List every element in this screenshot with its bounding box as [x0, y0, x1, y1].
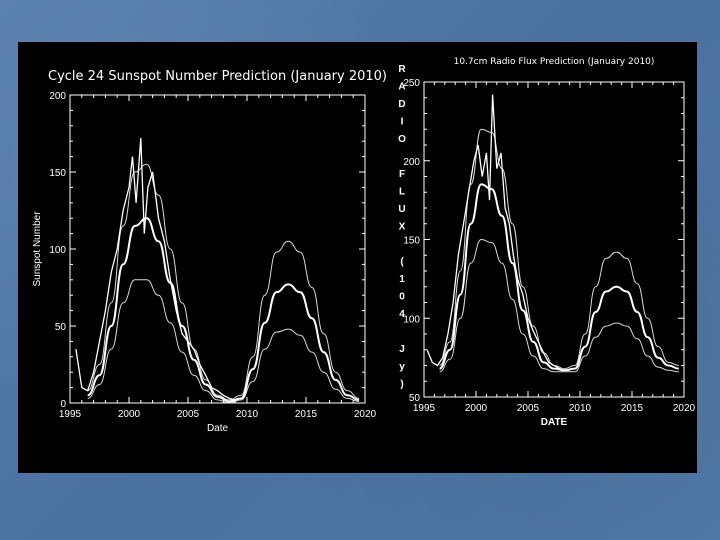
- slide-black-panel: Cycle 24 Sunspot Number Prediction (Janu…: [18, 42, 697, 473]
- chart-1-series-predicted-upper: [439, 128, 679, 370]
- chart-1-y-axis-label-char: J: [399, 344, 405, 355]
- chart-0-x-tick-label: 2015: [295, 409, 318, 420]
- chart-0-x-axis-label: Date: [207, 423, 229, 434]
- chart-0-x-tick-label: 2020: [354, 409, 377, 420]
- chart-1-y-tick-label: 100: [403, 314, 420, 325]
- chart-0-title: Cycle 24 Sunspot Number Prediction (Janu…: [48, 69, 387, 84]
- chart-1-y-axis-label-char: F: [399, 169, 405, 180]
- chart-0-y-tick-label: 0: [60, 399, 66, 410]
- sunspot-chart: Cycle 24 Sunspot Number Prediction (Janu…: [32, 69, 387, 434]
- chart-1-y-axis-label-char: D: [398, 99, 405, 110]
- chart-0-x-tick-label: 2010: [236, 409, 259, 420]
- chart-1-y-axis-label-char: X: [399, 222, 406, 233]
- chart-0-y-tick-label: 200: [49, 91, 66, 102]
- chart-1-y-axis-label-char: O: [398, 134, 406, 145]
- chart-1-x-tick-label: 2000: [465, 403, 488, 414]
- chart-1-y-tick-label: 250: [403, 78, 420, 89]
- chart-0-x-tick-label: 2000: [118, 409, 141, 420]
- chart-1-x-tick-label: 2015: [621, 403, 644, 414]
- chart-1-y-axis-label-char: ): [400, 379, 403, 390]
- chart-1-series-predicted-mid: [439, 183, 679, 372]
- chart-0-y-tick-label: 100: [49, 245, 66, 256]
- chart-1-y-axis-label-char: I: [401, 117, 404, 128]
- chart-1-x-tick-label: 2005: [517, 403, 540, 414]
- chart-1-series-predicted-lower: [439, 238, 679, 373]
- chart-0-plot-frame: [69, 94, 366, 404]
- chart-1-plot-frame: [423, 81, 685, 398]
- chart-1-series-observed-noisy: [426, 94, 570, 371]
- chart-1-y-axis-label-char: 4: [399, 309, 405, 320]
- radio-flux-chart: 10.7cm Radio Flux Prediction (January 20…: [398, 57, 695, 428]
- chart-1-x-tick-label: 2020: [673, 403, 696, 414]
- chart-0-series-observed-noisy: [75, 138, 236, 401]
- chart-1-y-tick-label: 200: [403, 157, 420, 168]
- chart-1-y-axis-label-char: 0: [399, 292, 405, 303]
- chart-1-x-tick-label: 2010: [569, 403, 592, 414]
- chart-0-x-tick-label: 2005: [177, 409, 200, 420]
- chart-1-y-axis-label-char: L: [399, 187, 405, 198]
- chart-1-y-axis-label-char: R: [398, 64, 406, 75]
- chart-0-y-tick-label: 50: [55, 322, 67, 333]
- chart-0-y-axis-label: Sunspot Number: [32, 211, 43, 287]
- chart-0-y-tick-label: 150: [49, 168, 66, 179]
- chart-0-series-predicted-mid: [87, 217, 360, 403]
- chart-1-y-axis-label-char: A: [398, 82, 405, 93]
- chart-0-series-predicted-upper: [87, 163, 360, 401]
- solar-cycle-charts: Cycle 24 Sunspot Number Prediction (Janu…: [32, 57, 696, 434]
- chart-1-y-axis-label-char: y: [399, 362, 405, 373]
- chart-1-y-axis-label-char: (: [400, 257, 404, 268]
- chart-0-x-tick-label: 1995: [59, 409, 82, 420]
- chart-1-y-axis-label-char: 1: [399, 274, 405, 285]
- chart-1-y-axis-label-char: U: [398, 204, 405, 215]
- chart-1-title: 10.7cm Radio Flux Prediction (January 20…: [454, 57, 655, 67]
- chart-1-x-axis-label: DATE: [541, 417, 568, 428]
- chart-0-series-predicted-lower: [87, 279, 360, 403]
- chart-1-x-tick-label: 1995: [413, 403, 436, 414]
- chart-1-y-tick-label: 150: [403, 236, 420, 247]
- chart-1-y-tick-label: 50: [409, 393, 421, 404]
